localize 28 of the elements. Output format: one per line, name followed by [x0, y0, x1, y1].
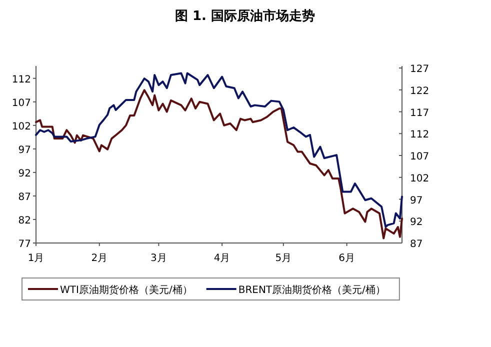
x-tick-label: 5月 [275, 253, 292, 264]
y2-tick-label: 122 [410, 86, 430, 97]
y2-tick-label: 87 [410, 239, 423, 250]
y2-tick-label: 117 [410, 108, 430, 119]
y2-tick-label: 102 [410, 173, 430, 184]
chart-title: 图 1. 国际原油市场走势 [174, 8, 316, 24]
y2-tick-label: 112 [410, 130, 430, 141]
legend-label: WTI原油期货价格（美元/桶） [60, 284, 192, 296]
y-tick-label: 112 [12, 74, 31, 86]
x-tick-label: 6月 [338, 253, 355, 264]
y-tick-label: 102 [12, 121, 31, 132]
y2-tick-label: 127 [410, 64, 430, 75]
x-tick-label: 3月 [150, 253, 167, 264]
y-tick-label: 97 [18, 144, 31, 156]
x-tick-label: 2月 [91, 253, 108, 264]
x-tick-label: 1月 [28, 253, 44, 264]
y-tick-label: 82 [18, 215, 31, 226]
y-tick-label: 107 [12, 98, 31, 109]
y-tick-label: 77 [18, 239, 31, 250]
legend-label: BRENT原油期货价格（美元/桶） [238, 284, 386, 296]
x-tick-label: 4月 [214, 253, 230, 264]
line-series [35, 72, 403, 228]
y-tick-label: 87 [18, 192, 31, 203]
y2-tick-label: 107 [410, 152, 430, 162]
y2-tick-label: 92 [410, 217, 423, 228]
y-tick-label: 92 [18, 168, 31, 180]
y2-tick-label: 97 [410, 195, 423, 206]
line-series [35, 89, 403, 240]
